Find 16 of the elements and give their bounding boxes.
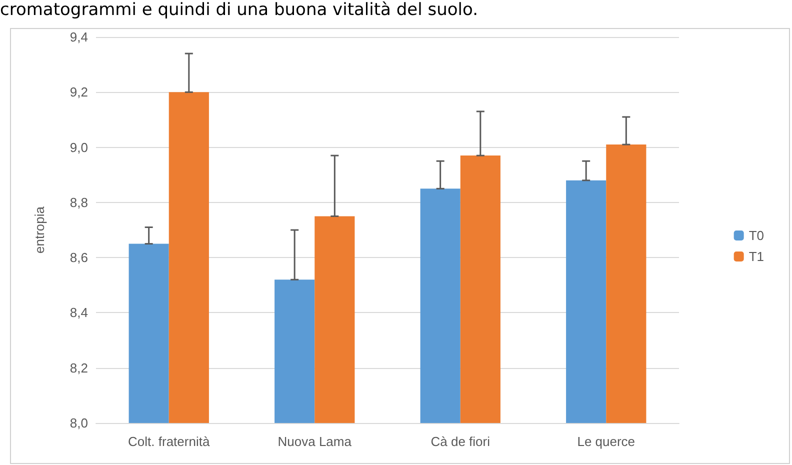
y-tick-label: 8,0: [70, 416, 88, 430]
x-tick-label: Cà de fiori: [430, 434, 490, 449]
legend-label: T0: [748, 228, 764, 243]
x-tick-label: Nuova Lama: [278, 434, 352, 449]
y-tick-label: 8,4: [70, 305, 88, 320]
y-tick-label: 9,0: [70, 140, 88, 155]
y-axis-title: entropia: [32, 206, 47, 254]
y-tick-label: 8,8: [70, 194, 88, 210]
y-tick-label: 8,6: [70, 250, 88, 266]
text: cromatogrammi e quindi di una buona vitalità del suolo.: [0, 0, 479, 22]
legend-label: T1: [748, 249, 764, 264]
y-tick-label: 9,2: [70, 84, 88, 100]
x-tick-label: Colt. fraternità: [128, 434, 210, 449]
y-tick-label: 9,4: [70, 30, 88, 44]
x-tick-label: Le querce: [577, 434, 636, 449]
y-tick-label: 8,2: [70, 360, 88, 376]
